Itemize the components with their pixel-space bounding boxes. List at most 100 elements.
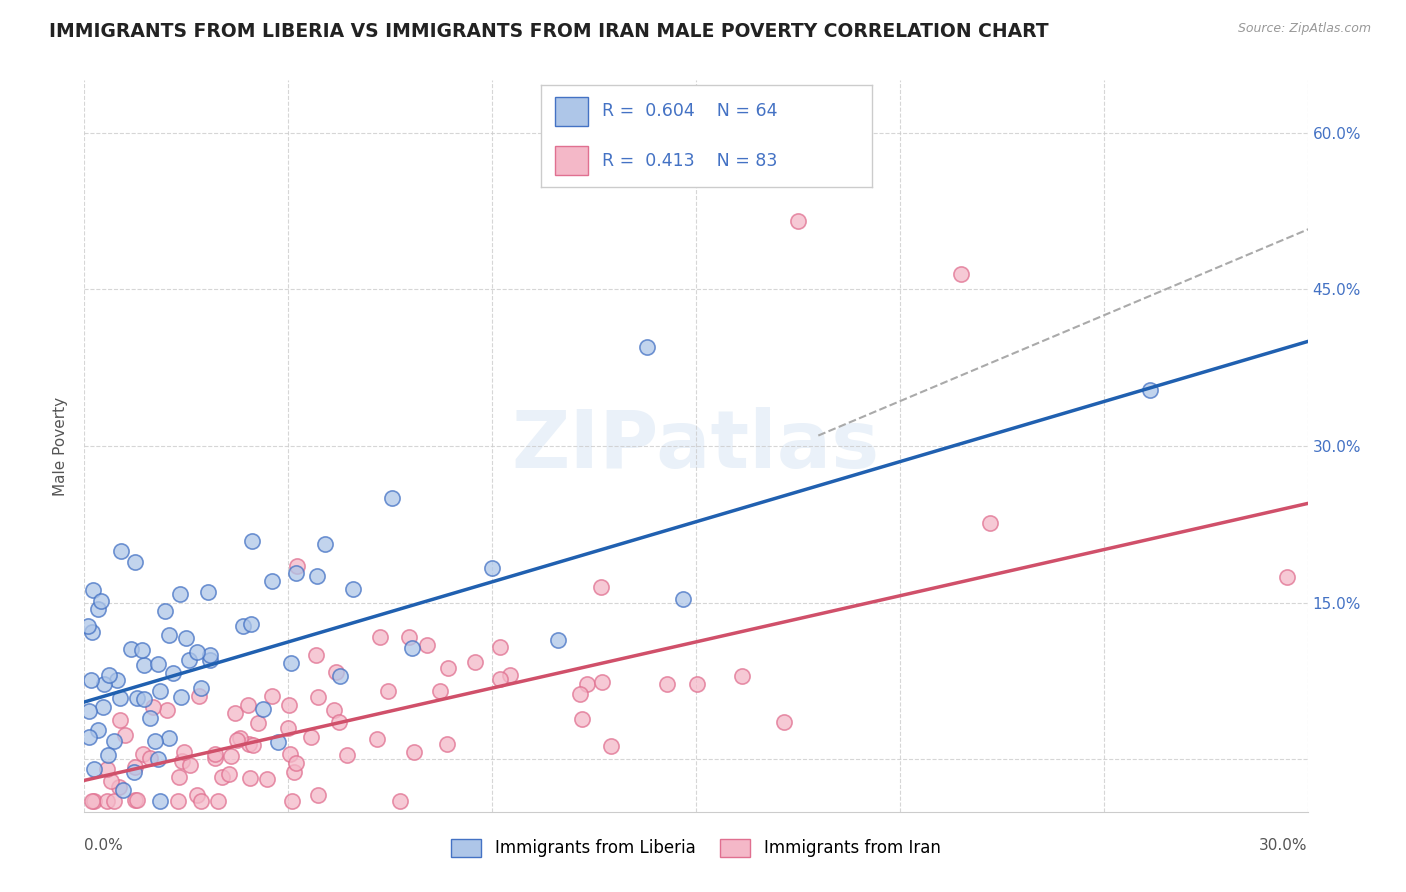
Point bbox=[156, 703, 179, 717]
Point bbox=[278, 698, 301, 712]
Point bbox=[127, 793, 149, 807]
Text: Source: ZipAtlas.com: Source: ZipAtlas.com bbox=[1237, 22, 1371, 36]
Point bbox=[157, 628, 180, 642]
Point bbox=[252, 702, 274, 716]
Point bbox=[177, 653, 200, 667]
Point bbox=[176, 631, 198, 645]
Point bbox=[381, 491, 404, 505]
Point bbox=[167, 770, 190, 784]
Point bbox=[238, 698, 260, 712]
Point bbox=[86, 602, 108, 616]
Point bbox=[787, 214, 810, 228]
Point bbox=[322, 703, 344, 717]
Point bbox=[366, 731, 388, 746]
Point bbox=[97, 748, 120, 763]
Point bbox=[547, 632, 569, 647]
Point bbox=[329, 669, 352, 683]
Point bbox=[280, 747, 302, 761]
Bar bbox=[554, 146, 588, 175]
Point bbox=[103, 794, 125, 808]
Point bbox=[98, 668, 121, 682]
Point bbox=[170, 690, 193, 704]
Point bbox=[114, 728, 136, 742]
Point bbox=[589, 580, 612, 594]
Point bbox=[239, 771, 262, 785]
Point bbox=[731, 669, 754, 683]
Point bbox=[169, 587, 191, 601]
Point bbox=[124, 765, 146, 780]
Text: ZIPatlas: ZIPatlas bbox=[512, 407, 880, 485]
Point bbox=[260, 690, 283, 704]
Point bbox=[190, 681, 212, 695]
Point bbox=[402, 745, 425, 759]
Point bbox=[325, 665, 347, 680]
Point bbox=[90, 594, 112, 608]
Point bbox=[91, 700, 114, 714]
Point bbox=[120, 642, 142, 657]
Point bbox=[342, 582, 364, 597]
Point bbox=[299, 731, 322, 745]
Point bbox=[124, 793, 146, 807]
Text: IMMIGRANTS FROM LIBERIA VS IMMIGRANTS FROM IRAN MALE POVERTY CORRELATION CHART: IMMIGRANTS FROM LIBERIA VS IMMIGRANTS FR… bbox=[49, 22, 1049, 41]
Point bbox=[77, 619, 100, 633]
Point bbox=[207, 794, 229, 808]
Point bbox=[576, 677, 599, 691]
Point bbox=[204, 747, 226, 761]
Point bbox=[166, 794, 188, 808]
Point bbox=[100, 773, 122, 788]
Point bbox=[149, 794, 172, 808]
Point bbox=[162, 666, 184, 681]
Point bbox=[256, 772, 278, 786]
Point bbox=[226, 733, 249, 747]
Point bbox=[107, 780, 129, 794]
Point bbox=[499, 667, 522, 681]
Point bbox=[772, 715, 794, 730]
Point bbox=[1139, 383, 1161, 397]
Point bbox=[600, 739, 623, 753]
Point bbox=[197, 584, 219, 599]
Point bbox=[87, 723, 110, 738]
Point bbox=[103, 733, 125, 747]
Point bbox=[138, 711, 160, 725]
Point bbox=[204, 751, 226, 765]
Text: R =  0.413    N = 83: R = 0.413 N = 83 bbox=[602, 152, 778, 169]
Point bbox=[157, 731, 180, 745]
Point bbox=[389, 794, 412, 808]
Point bbox=[307, 788, 329, 802]
Point bbox=[267, 735, 290, 749]
Point bbox=[153, 604, 176, 618]
Point bbox=[173, 745, 195, 759]
Point bbox=[247, 715, 270, 730]
Y-axis label: Male Poverty: Male Poverty bbox=[53, 396, 69, 496]
Text: 0.0%: 0.0% bbox=[84, 838, 124, 853]
Point bbox=[238, 737, 260, 751]
Point bbox=[218, 767, 240, 781]
Point bbox=[242, 738, 264, 752]
Point bbox=[281, 794, 304, 808]
Point bbox=[283, 765, 305, 780]
Point bbox=[239, 617, 262, 632]
Point bbox=[188, 690, 211, 704]
Point bbox=[77, 730, 100, 744]
Point bbox=[132, 691, 155, 706]
Point bbox=[139, 750, 162, 764]
Point bbox=[83, 762, 105, 776]
Point bbox=[132, 747, 155, 761]
Point bbox=[636, 340, 658, 354]
Point bbox=[416, 638, 439, 652]
Point bbox=[398, 630, 420, 644]
Point bbox=[186, 645, 208, 659]
Point bbox=[314, 537, 336, 551]
Point bbox=[229, 731, 252, 745]
Point bbox=[655, 677, 678, 691]
Point bbox=[232, 619, 254, 633]
Point bbox=[481, 560, 503, 574]
Point bbox=[82, 624, 104, 639]
Point bbox=[211, 771, 233, 785]
Point bbox=[124, 760, 146, 774]
Point bbox=[328, 714, 350, 729]
Point bbox=[82, 794, 104, 808]
Point bbox=[307, 569, 329, 583]
Point bbox=[143, 733, 166, 747]
Point bbox=[110, 544, 132, 558]
